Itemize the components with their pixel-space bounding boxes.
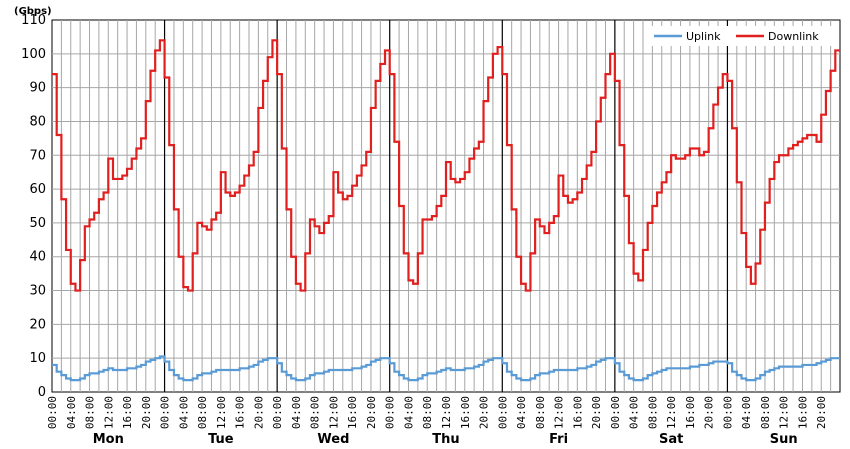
vertical-gridlines <box>60 20 832 392</box>
x-hour-tick-label: 20:00 <box>590 396 603 429</box>
x-hour-tick-label: 20:00 <box>815 396 828 429</box>
y-tick-label: 0 <box>38 385 46 400</box>
x-hour-tick-label: 20:00 <box>703 396 716 429</box>
series-line-downlink <box>52 39 840 292</box>
x-hour-tick-label: 04:00 <box>65 396 78 429</box>
x-hour-tick-label: 04:00 <box>402 396 415 429</box>
x-hour-tick-label: 04:00 <box>628 396 641 429</box>
day-separator-lines <box>163 20 729 392</box>
x-hour-tick-label: 04:00 <box>290 396 303 429</box>
y-tick-label: 70 <box>29 148 46 163</box>
x-hour-tick-label: 12:00 <box>102 396 115 429</box>
x-hour-tick-label: 12:00 <box>778 396 791 429</box>
x-hour-tick-label: 00:00 <box>271 396 284 429</box>
x-hour-tick-label: 08:00 <box>534 396 547 429</box>
x-hour-tick-label: 04:00 <box>740 396 753 429</box>
x-hour-tick-label: 00:00 <box>159 396 172 429</box>
x-hour-tick-label: 00:00 <box>46 396 59 429</box>
y-tick-label: 110 <box>21 13 46 28</box>
x-hour-tick-label: 20:00 <box>365 396 378 429</box>
x-hour-tick-label: 12:00 <box>440 396 453 429</box>
y-axis-tick-labels: 0 10 20 30 40 50 60 70 80 90 100 110 <box>21 13 46 400</box>
day-label: Mon <box>93 432 124 447</box>
x-hour-tick-label: 08:00 <box>196 396 209 429</box>
x-hour-tick-label: 08:00 <box>309 396 322 429</box>
x-hour-tick-label: 16:00 <box>234 396 247 429</box>
x-hour-tick-label: 12:00 <box>215 396 228 429</box>
x-hour-tick-label: 16:00 <box>571 396 584 429</box>
day-label: Thu <box>432 432 459 447</box>
x-hour-tick-label: 12:00 <box>553 396 566 429</box>
series-line-uplink <box>52 355 840 382</box>
x-hour-tick-label: 12:00 <box>665 396 678 429</box>
x-hour-tick-label: 12:00 <box>327 396 340 429</box>
x-hour-tick-label: 16:00 <box>346 396 359 429</box>
y-tick-label: 100 <box>21 47 46 62</box>
y-tick-label: 20 <box>29 317 46 332</box>
y-tick-label: 40 <box>29 250 46 265</box>
y-tick-label: 30 <box>29 284 46 299</box>
x-hour-tick-label: 16:00 <box>796 396 809 429</box>
data-series <box>52 39 840 382</box>
x-hour-tick-label: 00:00 <box>609 396 622 429</box>
x-hour-tick-label: 00:00 <box>384 396 397 429</box>
legend-downlink-label: Downlink <box>768 30 819 43</box>
x-axis-day-labels: Mon Tue Wed Thu Fri Sat Sun <box>93 432 798 447</box>
x-hour-tick-label: 08:00 <box>759 396 772 429</box>
x-hour-tick-label: 00:00 <box>721 396 734 429</box>
y-tick-label: 60 <box>29 182 46 197</box>
y-tick-label: 50 <box>29 216 46 231</box>
day-label: Wed <box>317 432 349 447</box>
day-label: Sun <box>770 432 798 447</box>
x-hour-tick-label: 00:00 <box>496 396 509 429</box>
x-hour-tick-label: 08:00 <box>421 396 434 429</box>
x-hour-tick-label: 04:00 <box>515 396 528 429</box>
x-hour-tick-label: 08:00 <box>84 396 97 429</box>
y-tick-label: 10 <box>29 351 46 366</box>
legend: Uplink Downlink <box>648 26 833 46</box>
x-hour-tick-label: 20:00 <box>140 396 153 429</box>
x-hour-tick-label: 16:00 <box>684 396 697 429</box>
x-axis-hour-labels: 00:00 04:00 08:00 12:00 16:00 20:00 00:00 04:00… <box>46 396 828 429</box>
day-label: Sat <box>659 432 683 447</box>
x-hour-tick-label: 08:00 <box>646 396 659 429</box>
day-label: Fri <box>549 432 568 447</box>
legend-uplink-label: Uplink <box>686 30 721 43</box>
day-label: Tue <box>208 432 234 447</box>
x-hour-tick-label: 04:00 <box>177 396 190 429</box>
y-axis-unit-label: (Gbps) <box>14 6 52 17</box>
x-hour-tick-label: 20:00 <box>478 396 491 429</box>
x-hour-tick-label: 20:00 <box>252 396 265 429</box>
x-hour-tick-label: 16:00 <box>121 396 134 429</box>
x-hour-tick-label: 16:00 <box>459 396 472 429</box>
y-tick-label: 80 <box>29 114 46 129</box>
y-tick-label: 90 <box>29 81 46 96</box>
